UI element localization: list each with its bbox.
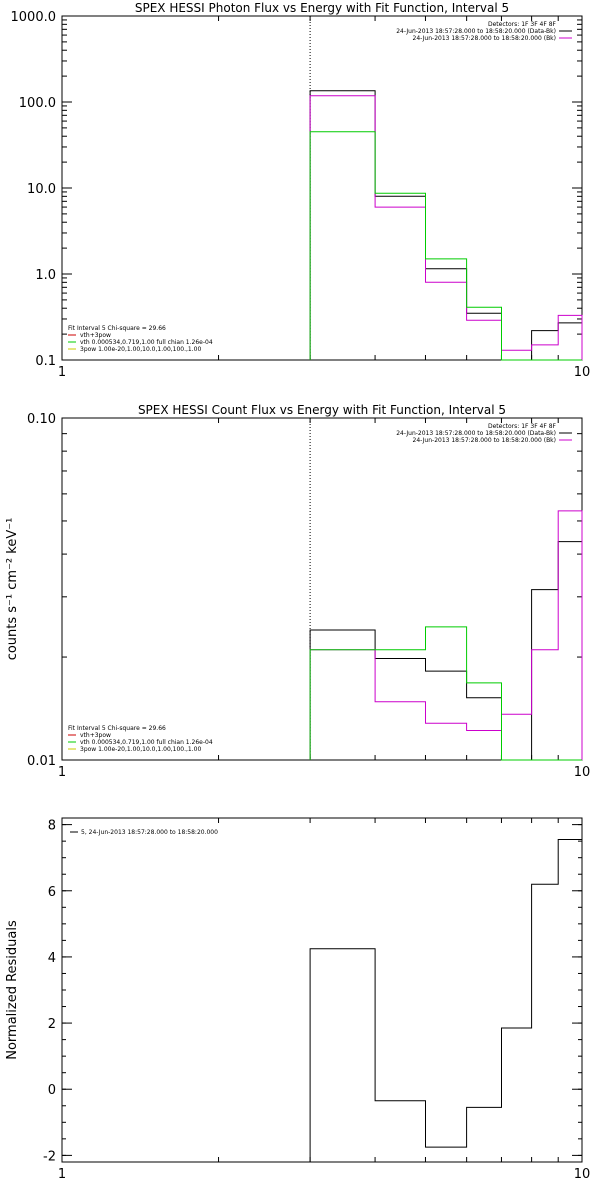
legend-entry: Fit Interval 5 Chi-square = 29.66	[68, 325, 166, 332]
chart-2: SPEX HESSI Count Flux vs Energy with Fit…	[5, 403, 590, 780]
y-tick-label: 1.0	[35, 268, 56, 283]
legend-entry: 24-Jun-2013 18:57:28.000 to 18:58:20.000…	[396, 430, 556, 437]
legend-entry: 24-Jun-2013 18:57:28.000 to 18:58:20.000…	[413, 35, 556, 42]
y-tick-label: 6	[48, 885, 56, 900]
legend-entry: Detectors: 1F 3F 4F 8F	[488, 21, 557, 28]
legend-entry: 24-Jun-2013 18:57:28.000 to 18:58:20.000…	[396, 28, 556, 35]
chart-3: 1 10 -2 0 2 4 6 8 Normalized Residuals 5, 24-Jun-…	[5, 817, 591, 1182]
y-tick-label: 0.01	[27, 754, 56, 769]
series-vth	[309, 131, 582, 361]
series-vth	[309, 626, 582, 761]
y-tick-label: 10.0	[27, 182, 56, 197]
y-tick-label: 1000.0	[11, 10, 57, 25]
legend-entry: 24-Jun-2013 18:57:28.000 to 18:58:20.000…	[413, 437, 556, 444]
legend-entry: 3pow 1.00e-20,1.00,10.0,1.00,100.,1.00	[80, 346, 201, 353]
y-tick-label: 100.0	[19, 96, 56, 111]
chart-title: SPEX HESSI Count Flux vs Energy with Fit…	[138, 403, 506, 417]
y-axis-label: Normalized Residuals	[5, 920, 20, 1060]
y-tick-label: 4	[48, 951, 56, 966]
legend-entry: 3pow 1.00e-20,1.00,10.0,1.00,100.,1.00	[80, 746, 201, 753]
y-tick-label: 8	[48, 819, 56, 834]
y-axis-label: counts s⁻¹ cm⁻² keV⁻¹	[5, 518, 20, 661]
x-tick-label: 10	[574, 365, 591, 380]
legend-entry: vth 0.000534,0.719,1.00 full chian 1.26e…	[80, 739, 213, 746]
series-residuals	[309, 839, 583, 1162]
x-tick-label: 1	[58, 765, 66, 780]
x-tick-label: 1	[58, 365, 66, 380]
series-data-bk	[309, 541, 583, 761]
y-tick-label: 0	[48, 1083, 56, 1098]
y-tick-label: 0.1	[35, 354, 56, 369]
y-tick-label: -2	[43, 1149, 56, 1164]
plot-frame	[61, 817, 583, 1163]
legend-entry: 5, 24-Jun-2013 18:57:28.000 to 18:58:20.…	[81, 829, 218, 836]
legend-entry: vth+3pow	[80, 332, 111, 339]
y-tick-label: 0.10	[27, 412, 56, 427]
chart-title: SPEX HESSI Photon Flux vs Energy with Fi…	[135, 1, 509, 15]
chart-1: SPEX HESSI Photon Flux vs Energy with Fi…	[11, 1, 591, 380]
x-tick-label: 1	[58, 1167, 66, 1182]
legend-entry: Detectors: 1F 3F 4F 8F	[488, 423, 557, 430]
plot-frame	[61, 15, 583, 361]
y-tick-label: 2	[48, 1017, 56, 1032]
x-tick-label: 10	[574, 765, 591, 780]
series-bk	[309, 510, 583, 760]
legend-entry: vth 0.000534,0.719,1.00 full chian 1.26e…	[80, 339, 213, 346]
plot-frame	[61, 417, 583, 761]
series-data-bk	[309, 90, 583, 361]
series-bk	[309, 95, 583, 360]
legend-entry: vth+3pow	[80, 732, 111, 739]
x-tick-label: 10	[574, 1167, 591, 1182]
legend-entry: Fit Interval 5 Chi-square = 29.66	[68, 725, 166, 732]
